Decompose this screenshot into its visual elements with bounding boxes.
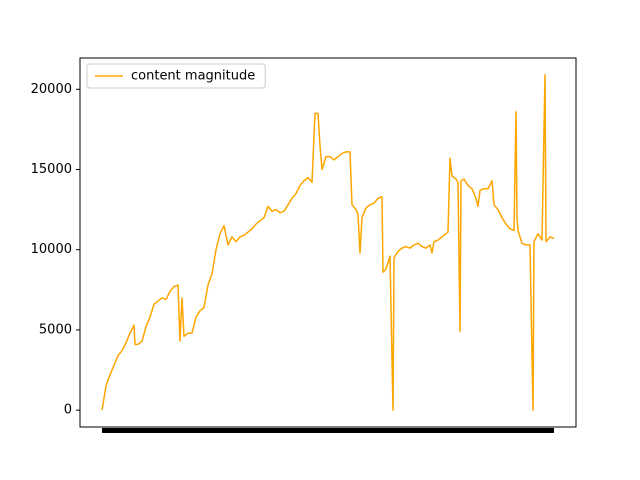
x-tick-labels-overlap (102, 428, 554, 433)
y-tick-label: 0 (64, 403, 72, 418)
y-tick-label: 5000 (39, 322, 72, 337)
legend-label: content magnitude (131, 69, 255, 84)
y-tick-label: 10000 (31, 242, 72, 257)
axes-frame (79, 57, 577, 428)
plot-area (101, 74, 555, 411)
y-tick-label: 15000 (31, 162, 72, 177)
line (101, 74, 555, 411)
legend-box (86, 63, 266, 89)
y-tick-label: 20000 (31, 82, 72, 97)
